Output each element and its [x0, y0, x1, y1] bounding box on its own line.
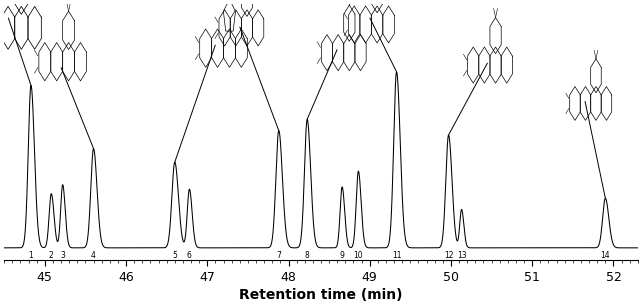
Text: 8: 8 [305, 251, 309, 260]
Text: 3: 3 [60, 251, 65, 260]
Text: 14: 14 [600, 251, 610, 260]
Text: 2: 2 [49, 251, 54, 260]
Text: 13: 13 [456, 251, 466, 260]
X-axis label: Retention time (min): Retention time (min) [239, 288, 403, 302]
Text: 10: 10 [354, 251, 363, 260]
Text: 6: 6 [187, 251, 192, 260]
Text: 12: 12 [444, 251, 453, 260]
Text: 4: 4 [91, 251, 96, 260]
Text: 9: 9 [340, 251, 345, 260]
Text: 1: 1 [29, 251, 33, 260]
Text: 7: 7 [276, 251, 281, 260]
Text: 11: 11 [392, 251, 401, 260]
Text: 5: 5 [172, 251, 177, 260]
